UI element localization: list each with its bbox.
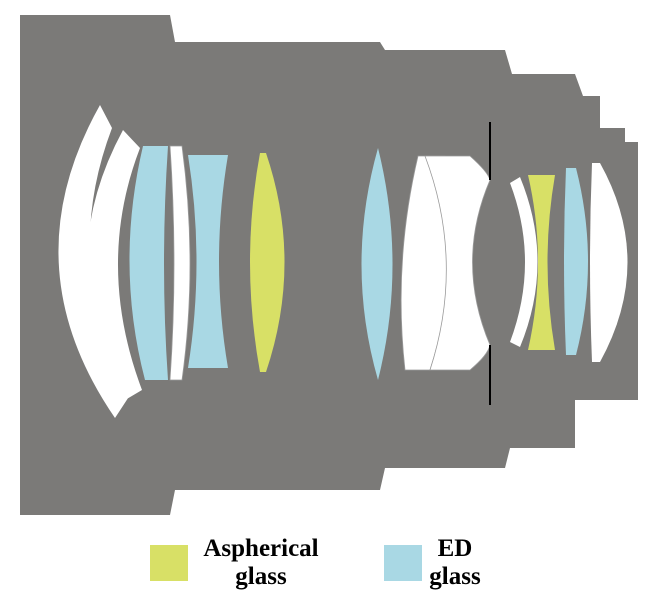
lens-element-7 xyxy=(590,163,628,362)
ed-element-1 xyxy=(129,146,168,380)
legend-aspherical-line1: Aspherical xyxy=(203,535,319,562)
lens-element-1 xyxy=(58,105,130,418)
legend-ed-line1: ED xyxy=(437,535,473,562)
legend-aspherical-swatch xyxy=(150,545,188,581)
lens-element-3 xyxy=(169,145,191,381)
aspherical-element-2 xyxy=(528,175,555,350)
ed-element-2 xyxy=(188,155,228,368)
lens-element-6 xyxy=(510,177,538,347)
lens-element-2 xyxy=(86,130,142,400)
ed-element-4 xyxy=(564,168,588,355)
aspherical-element-1 xyxy=(250,153,285,372)
legend-aspherical-label: Aspherical glass xyxy=(196,535,326,591)
legend-ed-label: ED glass xyxy=(420,535,490,591)
legend-aspherical-line2: glass xyxy=(235,563,287,590)
lens-barrel-housing xyxy=(20,15,638,515)
legend-ed-swatch xyxy=(384,545,422,581)
legend-ed-line2: glass xyxy=(429,563,481,590)
ed-element-3 xyxy=(361,148,393,380)
